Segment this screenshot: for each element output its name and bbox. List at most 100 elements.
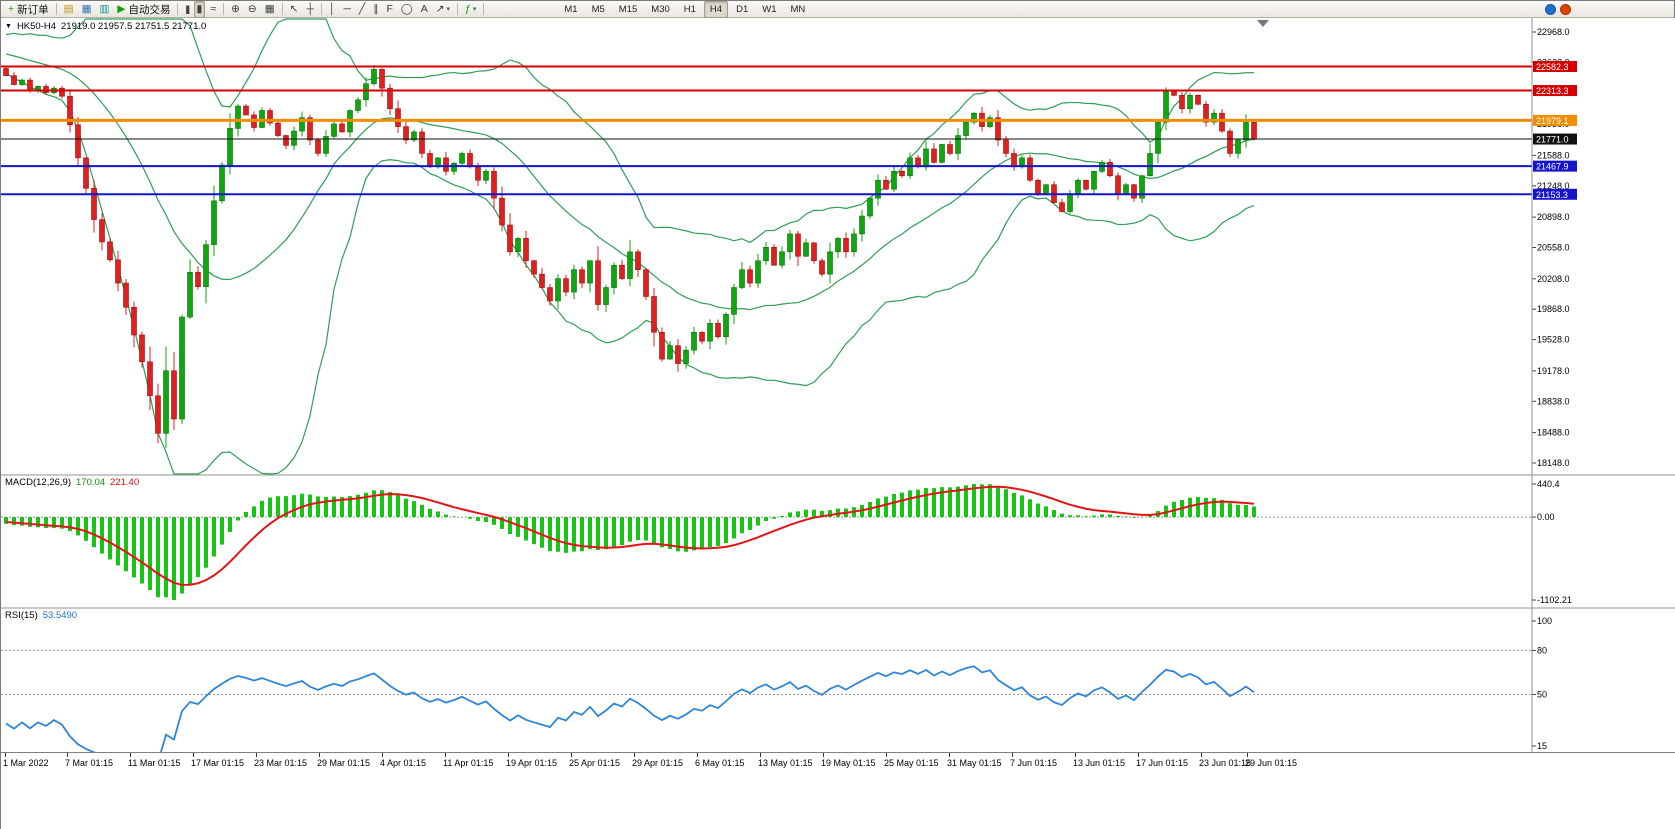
candlestick-chart-button[interactable]: ▮: [193, 0, 206, 18]
market-watch-icon: ▤: [63, 2, 74, 15]
time-axis-tick: [67, 753, 68, 757]
timeframe-h4-button[interactable]: H4: [703, 0, 729, 18]
zoom-out-button[interactable]: ⊖: [245, 1, 260, 18]
chart-plot-area[interactable]: 22968.022628.022288.021938.021588.021248…: [1, 18, 1675, 752]
svg-text:18488.0: 18488.0: [1537, 428, 1570, 438]
terminal-button[interactable]: ▥: [96, 1, 112, 18]
svg-text:50: 50: [1537, 690, 1547, 700]
timeframe-mn-button[interactable]: MN: [790, 3, 806, 15]
timeframe-m30-button[interactable]: M30: [651, 3, 670, 15]
dropdown-arrow-icon: ▾: [446, 6, 451, 13]
time-axis-tick: [1075, 753, 1076, 757]
time-axis-label: 29 Mar 01:15: [317, 758, 371, 768]
time-axis-label: 23 Jun 01:15: [1199, 758, 1252, 768]
time-axis-tick: [823, 753, 824, 757]
vertical-line-icon: │: [328, 2, 336, 15]
time-axis-label: 31 May 01:15: [947, 758, 1002, 768]
ellipse-button[interactable]: ◯: [398, 1, 416, 18]
candlestick-chart-icon: ▮: [196, 2, 203, 15]
horizontal-lines[interactable]: [1, 65, 1532, 196]
toolbar-separator: [320, 3, 322, 15]
time-axis-tick: [1012, 753, 1013, 757]
time-axis-tick: [5, 753, 6, 757]
time-axis-label: 7 Jun 01:15: [1010, 758, 1058, 768]
notifications-icon[interactable]: [1545, 3, 1556, 15]
timeframe-toolbar: M1 M5 M15 M30 H1 H4 D1 W1 MN: [557, 0, 812, 18]
alerts-icon[interactable]: [1560, 3, 1571, 15]
svg-text:80: 80: [1537, 645, 1547, 655]
time-axis-tick: [445, 753, 446, 757]
timeframe-h1-button[interactable]: H1: [683, 3, 696, 15]
new-order-button-label: 新订单: [17, 3, 49, 16]
indicators-button[interactable]: ƒ ▾: [462, 1, 479, 18]
time-axis-tick: [697, 753, 698, 757]
time-axis-label: 29 Apr 01:15: [632, 758, 684, 768]
time-axis-tick: [382, 753, 383, 757]
timeframe-m5-button[interactable]: M5: [591, 3, 605, 15]
time-axis-label: 7 Mar 01:15: [65, 758, 114, 768]
line-chart-button[interactable]: ≈: [207, 1, 219, 18]
rsi-line: [5, 665, 1255, 752]
cursor-button[interactable]: ↖: [287, 1, 302, 18]
tile-windows-button[interactable]: ▦: [262, 1, 278, 18]
time-axis-tick: [1201, 753, 1202, 757]
auto-trading-button[interactable]: ▶ 自动交易: [114, 1, 173, 18]
tile-windows-icon: ▦: [264, 2, 275, 15]
bar-chart-button[interactable]: |||: [182, 1, 191, 18]
time-axis-label: 17 Mar 01:15: [191, 758, 245, 768]
navigator-button[interactable]: ▦: [79, 1, 95, 18]
time-axis-label: 23 Mar 01:15: [254, 758, 308, 768]
timeframe-w1-button[interactable]: W1: [762, 3, 777, 15]
time-axis-label: 17 Jun 01:15: [1136, 758, 1189, 768]
market-watch-button[interactable]: ▤: [61, 1, 77, 18]
time-axis-tick: [256, 753, 257, 757]
macd-signal-line: [5, 485, 1255, 586]
svg-text:100: 100: [1537, 616, 1552, 626]
time-axis-label: 13 May 01:15: [758, 758, 813, 768]
horizontal-line-button[interactable]: ─: [340, 1, 353, 18]
text-button[interactable]: A: [418, 1, 431, 18]
svg-text:22313.3: 22313.3: [1536, 86, 1569, 96]
toolbar-right-icons: [1545, 3, 1571, 15]
time-axis-label: 25 May 01:15: [884, 758, 939, 768]
macd-axis-labels: 440.4 0.00 -1102.21: [1532, 479, 1572, 605]
svg-text:21153.3: 21153.3: [1536, 190, 1568, 200]
svg-text:15: 15: [1537, 741, 1547, 751]
toolbar: + 新订单 ▤ ▦ ▥ ▶ 自动交易 ||| ▮ ≈ ⊕ ⊖ ▦ ↖ ┼ │ ─ ╱ ∥ F ◯ A ↗ ▾ ƒ ▾ M1 M5 M1…: [1, 0, 1674, 18]
svg-text:21979.1: 21979.1: [1536, 116, 1569, 126]
svg-text:19528.0: 19528.0: [1537, 335, 1570, 345]
svg-text:440.4: 440.4: [1537, 479, 1560, 489]
chart-shift-marker[interactable]: [1257, 20, 1269, 27]
svg-text:20208.0: 20208.0: [1537, 274, 1570, 284]
arrow-tools-button[interactable]: ↗ ▾: [433, 1, 453, 18]
time-axis-tick: [319, 753, 320, 757]
time-axis-label: 29 Jun 01:15: [1245, 758, 1298, 768]
svg-text:18838.0: 18838.0: [1537, 396, 1570, 406]
timeframe-m15-button[interactable]: M15: [618, 3, 638, 15]
timeframe-m1-button[interactable]: M1: [564, 3, 578, 15]
time-axis-tick: [130, 753, 131, 757]
time-axis[interactable]: 1 Mar 2022 7 Mar 01:15 11 Mar 01:15 17 Mar …: [1, 752, 1675, 770]
zoom-in-button[interactable]: ⊕: [228, 1, 243, 18]
crosshair-button[interactable]: ┼: [303, 1, 316, 18]
bar-chart-icon: |||: [185, 3, 190, 14]
time-axis-label: 13 Jun 01:15: [1073, 758, 1126, 768]
navigator-icon: ▦: [81, 2, 92, 15]
toolbar-separator: [223, 3, 225, 15]
time-axis-label: 25 Apr 01:15: [569, 758, 621, 768]
macd-histogram: [4, 483, 1256, 601]
new-order-button[interactable]: + 新订单: [5, 1, 52, 18]
terminal-icon: ▥: [99, 2, 110, 15]
svg-text:21467.9: 21467.9: [1536, 162, 1569, 172]
time-axis-tick: [571, 753, 572, 757]
svg-text:22582.3: 22582.3: [1536, 62, 1569, 72]
vertical-line-button[interactable]: │: [326, 1, 339, 18]
channel-button[interactable]: ∥: [370, 1, 381, 18]
trendline-button[interactable]: ╱: [356, 1, 368, 18]
fibonacci-button[interactable]: F: [384, 1, 396, 18]
ellipse-icon: ◯: [400, 2, 413, 15]
time-axis-tick: [886, 753, 887, 757]
timeframe-d1-button[interactable]: D1: [736, 3, 749, 15]
toolbar-separator: [483, 3, 485, 15]
